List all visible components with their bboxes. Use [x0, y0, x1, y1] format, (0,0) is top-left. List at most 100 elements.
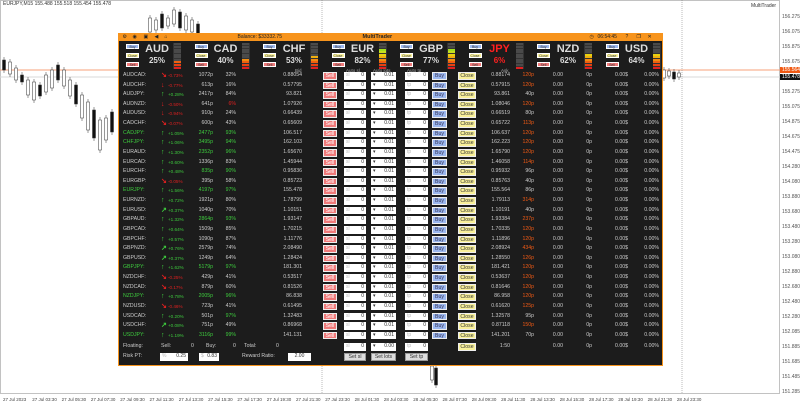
buy-button[interactable]: Buy — [432, 100, 447, 109]
dropdown-icon[interactable]: ▾ — [373, 312, 376, 319]
auto-sl-input[interactable]: sl 0 — [344, 110, 366, 119]
sell-button[interactable]: Sell — [323, 197, 337, 205]
sell-button[interactable]: Sell — [323, 100, 337, 109]
set-sl-button[interactable]: Set sl — [344, 353, 366, 361]
pair-name[interactable]: EURJPY: — [123, 187, 145, 194]
chat-icon[interactable]: ▣ — [143, 34, 149, 40]
auto-tp-input[interactable]: tp 0 — [405, 187, 428, 196]
auto-tp-input[interactable]: tp 0 — [405, 100, 428, 109]
close-all-button[interactable]: Close — [458, 343, 476, 351]
close-button[interactable]: Close — [458, 293, 476, 301]
auto-tp-input[interactable]: tp 0 — [405, 81, 428, 90]
auto-lots-select[interactable]: ▾ 0.01 — [371, 148, 396, 157]
buy-button[interactable]: Buy — [432, 148, 447, 157]
dropdown-icon[interactable]: ▾ — [373, 129, 376, 136]
auto-tp-input[interactable]: tp 0 — [405, 264, 428, 272]
sell-button[interactable]: Sell — [323, 302, 337, 311]
auto-lots-select[interactable]: ▾ 0.01 — [371, 91, 396, 99]
auto-sl-input[interactable]: sl 0 — [344, 331, 366, 340]
pair-name[interactable]: AUDUSD: — [123, 110, 147, 117]
close-button[interactable]: Close — [458, 187, 476, 196]
auto-tp-input[interactable]: tp 0 — [405, 331, 428, 340]
close-button[interactable]: Close — [458, 197, 476, 205]
pair-name[interactable]: CADJPY: — [123, 129, 145, 136]
auto-lots-select[interactable]: ▾ 0.01 — [371, 120, 396, 128]
auto-sl-input[interactable]: sl 0 — [344, 177, 366, 186]
auto-tp-input[interactable]: tp 0 — [405, 197, 428, 205]
auto-sl-input[interactable]: sl 0 — [344, 274, 366, 282]
auto-lots-select[interactable]: ▾ 0.01 — [371, 312, 396, 321]
sell-button[interactable]: Sell — [323, 235, 337, 244]
auto-tp-input[interactable]: tp 0 — [405, 302, 428, 311]
sell-button[interactable]: Sell — [323, 322, 337, 330]
dropdown-icon[interactable]: ▾ — [373, 81, 376, 88]
auto-lots-select[interactable]: ▾ 0.01 — [371, 302, 396, 311]
auto-sl-input[interactable]: sl 0 — [344, 158, 366, 167]
auto-tp-input[interactable]: tp 0 — [405, 235, 428, 244]
pair-name[interactable]: NZDJPY: — [123, 293, 145, 300]
dropdown-icon[interactable]: ▾ — [373, 283, 376, 290]
close-button[interactable]: Close — [458, 139, 476, 147]
auto-lots-select[interactable]: ▾ 0.01 — [371, 72, 396, 80]
currency-sell-button[interactable]: Sell — [605, 62, 619, 67]
auto-lots-select[interactable]: ▾ 0.01 — [371, 283, 396, 292]
auto-sl-input[interactable]: sl 0 — [344, 91, 366, 99]
auto-lots-select[interactable]: ▾ 0.01 — [371, 245, 396, 253]
close-button[interactable]: Close — [458, 235, 476, 244]
pair-name[interactable]: AUDCHF: — [123, 81, 147, 88]
close-button[interactable]: Close — [458, 312, 476, 321]
global-sl-input[interactable]: sl 0 — [344, 343, 366, 351]
auto-tp-input[interactable]: tp 0 — [405, 110, 428, 119]
auto-tp-input[interactable]: tp 0 — [405, 206, 428, 215]
auto-sl-input[interactable]: sl 0 — [344, 168, 366, 176]
dropdown-icon[interactable]: ▾ — [373, 100, 376, 107]
auto-tp-input[interactable]: tp 0 — [405, 254, 428, 263]
sell-button[interactable]: Sell — [323, 187, 337, 196]
buy-button[interactable]: Buy — [432, 72, 447, 80]
auto-tp-input[interactable]: tp 0 — [405, 225, 428, 234]
sell-button[interactable]: Sell — [323, 216, 337, 224]
currency-buy-button[interactable]: Buy — [468, 44, 482, 49]
currency-close-button[interactable]: Close — [400, 53, 413, 58]
buy-button[interactable]: Buy — [432, 302, 447, 311]
auto-lots-select[interactable]: ▾ 0.01 — [371, 168, 396, 176]
auto-tp-input[interactable]: tp 0 — [405, 72, 428, 80]
auto-sl-input[interactable]: sl 0 — [344, 100, 366, 109]
auto-sl-input[interactable]: sl 0 — [344, 225, 366, 234]
sell-button[interactable]: Sell — [323, 129, 337, 138]
auto-sl-input[interactable]: sl 0 — [344, 148, 366, 157]
currency-close-button[interactable]: Close — [605, 53, 619, 58]
eye-icon[interactable]: ◉ — [132, 34, 137, 40]
auto-sl-input[interactable]: sl 0 — [344, 254, 366, 263]
auto-lots-select[interactable]: ▾ 0.01 — [371, 187, 396, 196]
sell-button[interactable]: Sell — [323, 312, 337, 321]
buy-button[interactable]: Buy — [432, 283, 447, 292]
dropdown-icon[interactable]: ▾ — [373, 225, 376, 232]
currency-close-button[interactable]: Close — [468, 53, 482, 58]
buy-button[interactable]: Buy — [432, 110, 447, 119]
dropdown-icon[interactable]: ▾ — [373, 197, 376, 204]
auto-tp-input[interactable]: tp 0 — [405, 274, 428, 282]
currency-buy-button[interactable]: Buy — [126, 44, 139, 49]
currency-sell-button[interactable]: Sell — [400, 62, 413, 67]
auto-tp-input[interactable]: tp 0 — [405, 158, 428, 167]
auto-sl-input[interactable]: sl 0 — [344, 283, 366, 292]
auto-lots-select[interactable]: ▾ 0.01 — [371, 254, 396, 263]
auto-sl-input[interactable]: sl 0 — [344, 139, 366, 147]
buy-button[interactable]: Buy — [432, 129, 447, 138]
close-icon[interactable]: ✕ — [647, 34, 652, 40]
dropdown-icon[interactable]: ▾ — [373, 274, 376, 281]
sell-button[interactable]: Sell — [323, 72, 337, 80]
buy-button[interactable]: Buy — [432, 168, 447, 176]
sell-button[interactable]: Sell — [323, 158, 337, 167]
sell-button[interactable]: Sell — [323, 91, 337, 99]
dropdown-icon[interactable]: ▾ — [373, 72, 376, 78]
pair-name[interactable]: EURUSD: — [123, 206, 147, 213]
auto-tp-input[interactable]: tp 0 — [405, 148, 428, 157]
dropdown-icon[interactable]: ▾ — [373, 245, 376, 252]
buy-button[interactable]: Buy — [432, 197, 447, 205]
sell-button[interactable]: Sell — [323, 331, 337, 340]
close-button[interactable]: Close — [458, 110, 476, 119]
currency-sell-button[interactable]: Sell — [194, 62, 208, 67]
sell-button[interactable]: Sell — [323, 264, 337, 272]
